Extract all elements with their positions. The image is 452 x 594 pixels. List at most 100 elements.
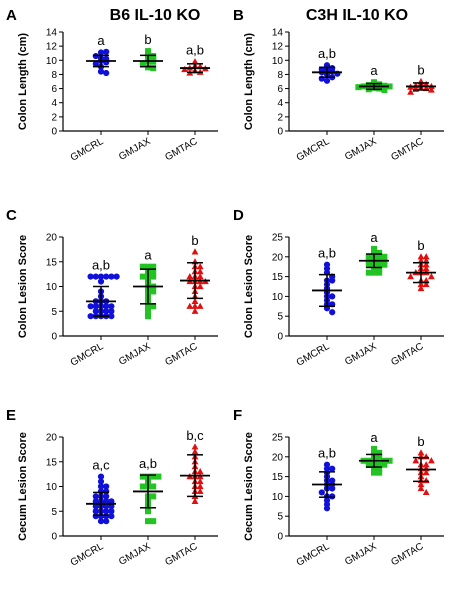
y-tick-label: 0 bbox=[277, 332, 283, 343]
significance-label: b,c bbox=[186, 428, 204, 443]
y-tick-label: 6 bbox=[51, 84, 57, 95]
y-tick-label: 20 bbox=[46, 233, 58, 244]
y-tick-label: 6 bbox=[277, 84, 283, 95]
data-point bbox=[329, 493, 336, 500]
data-point bbox=[371, 249, 377, 256]
significance-label: a,c bbox=[92, 458, 110, 473]
data-point bbox=[139, 483, 146, 490]
significance-label: b bbox=[417, 63, 424, 78]
x-tick-label-gmcrl: GMCRL bbox=[69, 541, 106, 569]
x-tick-label-gmtac: GMTAC bbox=[163, 136, 199, 163]
data-point bbox=[108, 513, 115, 520]
panel-a: A B6 IL-10 KO 0 2 4 6 8 10 12 14 Colon Length (cm)… bbox=[6, 7, 218, 164]
data-point bbox=[196, 302, 204, 309]
data-point bbox=[92, 493, 99, 500]
x-tick-label-gmtac: GMTAC bbox=[389, 341, 425, 368]
data-point bbox=[196, 273, 204, 280]
data-point bbox=[371, 245, 377, 252]
y-axis-label: Cecum Lesion Score bbox=[17, 432, 29, 541]
y-axis-label: Colon Lesion Score bbox=[243, 235, 255, 338]
data-point bbox=[422, 265, 430, 272]
data-point bbox=[196, 263, 204, 270]
data-point bbox=[318, 489, 325, 496]
data-point bbox=[422, 257, 430, 264]
significance-label: a,b bbox=[139, 456, 157, 471]
y-tick-label: 4 bbox=[277, 98, 283, 109]
y-tick-label: 0 bbox=[51, 532, 57, 543]
significance-label: a,b bbox=[92, 258, 110, 273]
y-tick-label: 2 bbox=[277, 112, 283, 123]
panel-letter: D bbox=[233, 207, 244, 224]
data-point bbox=[108, 308, 115, 315]
data-point bbox=[329, 277, 336, 284]
panel-letter: F bbox=[233, 407, 242, 424]
data-point bbox=[376, 465, 383, 472]
data-point bbox=[103, 69, 110, 77]
panel-c: C 0 5 10 15 20 Colon Lesion Score GMCRL a,b GMJAX… bbox=[6, 207, 218, 369]
data-point bbox=[196, 282, 204, 290]
panel-letter: A bbox=[6, 7, 17, 24]
data-point bbox=[108, 508, 115, 515]
data-point bbox=[376, 261, 383, 268]
y-tick-label: 8 bbox=[277, 70, 283, 81]
y-axis-label: Cecum Lesion Score bbox=[243, 432, 255, 541]
data-point bbox=[355, 84, 362, 91]
panel-letter: B bbox=[233, 7, 244, 24]
data-point bbox=[407, 273, 414, 280]
x-tick-label-gmtac: GMTAC bbox=[163, 341, 199, 368]
data-point bbox=[150, 518, 157, 525]
data-point bbox=[191, 307, 199, 314]
data-point bbox=[108, 273, 115, 280]
data-point bbox=[191, 497, 199, 504]
data-point bbox=[150, 473, 157, 480]
data-point bbox=[371, 449, 377, 456]
panel-letter: C bbox=[6, 207, 17, 224]
data-point bbox=[150, 303, 157, 310]
x-tick-label-gmjax: GMJAX bbox=[343, 341, 379, 368]
data-point bbox=[139, 473, 146, 480]
data-point bbox=[145, 303, 151, 310]
data-point bbox=[196, 477, 204, 485]
data-point bbox=[113, 273, 120, 280]
data-point bbox=[365, 82, 372, 89]
data-point bbox=[417, 449, 425, 456]
data-point bbox=[150, 288, 157, 295]
data-point bbox=[422, 261, 430, 268]
data-point bbox=[329, 485, 336, 492]
data-point bbox=[428, 86, 435, 93]
x-tick-label-gmjax: GMJAX bbox=[117, 136, 153, 163]
data-point bbox=[412, 457, 420, 464]
data-point bbox=[422, 476, 430, 484]
y-tick-label: 10 bbox=[272, 56, 284, 67]
y-tick-label: 15 bbox=[272, 272, 284, 283]
data-point bbox=[196, 468, 204, 475]
significance-label: a bbox=[97, 33, 105, 48]
y-tick-label: 0 bbox=[277, 127, 283, 138]
data-point bbox=[97, 518, 105, 525]
y-axis-label: Colon Length (cm) bbox=[17, 33, 29, 130]
significance-label: a bbox=[370, 63, 378, 78]
y-tick-label: 25 bbox=[272, 433, 284, 444]
data-point bbox=[150, 263, 157, 270]
data-point bbox=[323, 505, 331, 512]
y-tick-label: 10 bbox=[46, 482, 58, 493]
data-point bbox=[103, 308, 110, 315]
data-point bbox=[376, 469, 383, 476]
data-point bbox=[155, 473, 162, 480]
y-tick-label: 10 bbox=[46, 282, 58, 293]
x-tick-label-gmtac: GMTAC bbox=[389, 541, 425, 568]
y-tick-label: 8 bbox=[51, 70, 57, 81]
y-tick-label: 0 bbox=[277, 532, 283, 543]
panel-e: E 0 5 10 15 20 Cecum Lesion Score GMCRL a,c GMJAX… bbox=[6, 407, 218, 569]
data-point bbox=[365, 253, 372, 260]
y-tick-label: 15 bbox=[272, 472, 284, 483]
data-point bbox=[150, 65, 157, 72]
data-point bbox=[323, 77, 331, 84]
data-point bbox=[108, 313, 115, 320]
data-point bbox=[145, 313, 151, 320]
data-point bbox=[191, 58, 199, 65]
data-point bbox=[196, 487, 204, 495]
data-point bbox=[376, 269, 383, 276]
x-tick-label-gmtac: GMTAC bbox=[163, 541, 199, 568]
